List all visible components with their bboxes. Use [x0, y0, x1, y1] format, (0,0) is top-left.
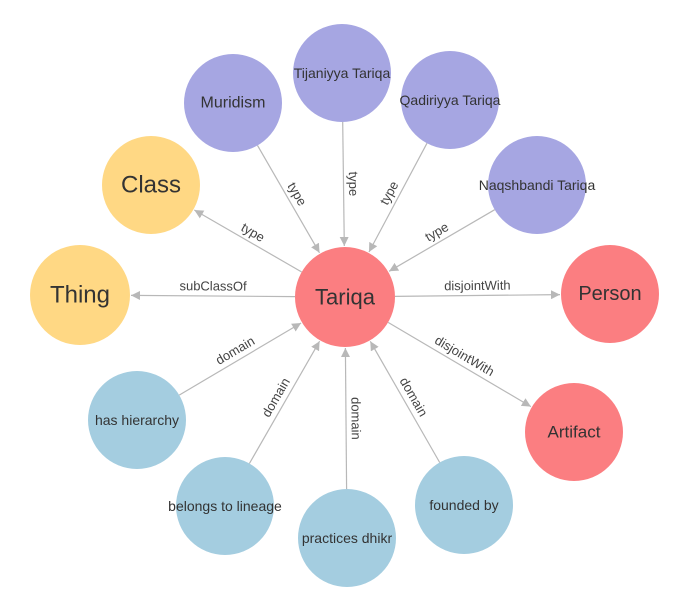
node-circle[interactable] — [295, 247, 395, 347]
node-circle[interactable] — [293, 24, 391, 122]
edge-practices_dhikr-tariqa[interactable]: domain — [340, 347, 364, 490]
edge-qadiriyya-tariqa[interactable]: type — [368, 142, 428, 253]
node-class[interactable]: Class — [102, 136, 200, 234]
nodes-layer: Tariqa Thing Class Muridism Tijaniyya Tariqa… — [30, 24, 659, 587]
edge-line — [339, 121, 349, 247]
node-person[interactable]: Person — [561, 245, 659, 343]
node-circle[interactable] — [525, 383, 623, 481]
edge-line — [369, 341, 441, 463]
node-label: Artifact — [548, 423, 601, 442]
node-label: has hierarchy — [95, 412, 179, 428]
edge-tariqa-class[interactable]: type — [194, 209, 302, 273]
edge-line — [340, 347, 350, 490]
edge-line — [248, 340, 321, 464]
node-label: Naqshbandi Tariqa — [479, 177, 596, 193]
node-tariqa[interactable]: Tariqa — [295, 247, 395, 347]
node-thing[interactable]: Thing — [30, 245, 130, 345]
edge-tariqa-thing[interactable]: subClassOf — [130, 278, 296, 300]
edge-line — [194, 209, 302, 273]
node-label: Class — [121, 172, 181, 199]
edge-label: domain — [348, 397, 363, 440]
node-naqshbandi[interactable]: Naqshbandi Tariqa — [479, 136, 596, 234]
node-circle[interactable] — [184, 54, 282, 152]
node-label: Tariqa — [315, 285, 376, 310]
node-founded_by[interactable]: founded by — [415, 456, 513, 554]
edge-muridism-tariqa[interactable]: type — [256, 145, 321, 254]
edge-label: type — [239, 220, 268, 245]
node-circle[interactable] — [401, 51, 499, 149]
node-circle[interactable] — [30, 245, 130, 345]
node-circle[interactable] — [488, 136, 586, 234]
node-label: Tijaniyya Tariqa — [294, 65, 391, 81]
edge-label: type — [346, 171, 361, 196]
node-circle[interactable] — [176, 457, 274, 555]
edge-line — [368, 142, 428, 253]
node-label: belongs to lineage — [168, 498, 282, 514]
edge-label: disjointWith — [444, 278, 511, 294]
edge-belongs_lineage-tariqa[interactable]: domain — [248, 340, 321, 464]
node-label: Qadiriyya Tariqa — [400, 92, 501, 108]
edge-label: subClassOf — [179, 278, 247, 293]
node-belongs_lineage[interactable]: belongs to lineage — [168, 457, 282, 555]
edge-label: type — [422, 219, 451, 244]
node-label: Muridism — [201, 95, 266, 112]
node-label: Person — [578, 283, 641, 305]
node-artifact[interactable]: Artifact — [525, 383, 623, 481]
edge-tijaniyya-tariqa[interactable]: type — [339, 121, 362, 247]
edge-line — [388, 209, 496, 272]
edge-label: disjointWith — [432, 332, 497, 379]
edge-founded_by-tariqa[interactable]: domain — [369, 341, 441, 463]
edge-label: type — [285, 180, 310, 209]
edge-tariqa-person[interactable]: disjointWith — [394, 278, 561, 300]
node-practices_dhikr[interactable]: practices dhikr — [298, 489, 396, 587]
node-circle[interactable] — [561, 245, 659, 343]
node-label: Thing — [50, 282, 110, 309]
node-circle[interactable] — [415, 456, 513, 554]
node-muridism[interactable]: Muridism — [184, 54, 282, 152]
edge-line — [130, 290, 296, 300]
node-label: practices dhikr — [302, 530, 393, 546]
edge-line — [394, 290, 561, 300]
node-qadiriyya[interactable]: Qadiriyya Tariqa — [400, 51, 501, 149]
node-tijaniyya[interactable]: Tijaniyya Tariqa — [293, 24, 391, 122]
node-circle[interactable] — [88, 371, 186, 469]
edge-line — [178, 322, 302, 396]
node-label: founded by — [429, 497, 498, 513]
node-circle[interactable] — [298, 489, 396, 587]
node-circle[interactable] — [102, 136, 200, 234]
edge-line — [387, 321, 532, 408]
edge-naqshbandi-tariqa[interactable]: type — [388, 209, 496, 272]
node-has_hierarchy[interactable]: has hierarchy — [88, 371, 186, 469]
edge-line — [256, 145, 321, 254]
edge-label: type — [377, 179, 402, 208]
